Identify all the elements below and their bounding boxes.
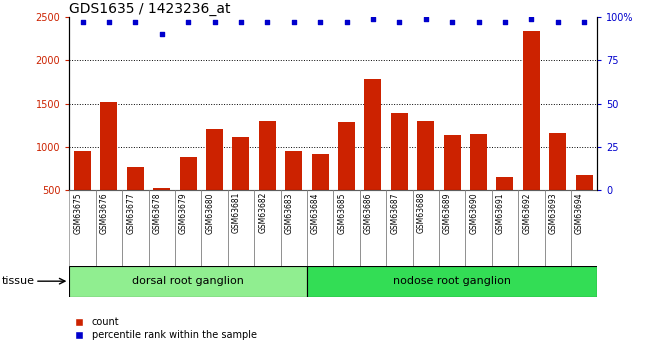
Bar: [307, 190, 333, 266]
Text: GSM63690: GSM63690: [469, 192, 478, 234]
Bar: [417, 121, 434, 233]
Legend: count, percentile rank within the sample: count, percentile rank within the sample: [74, 317, 257, 340]
Text: GSM63677: GSM63677: [126, 192, 135, 234]
Text: GSM63685: GSM63685: [337, 192, 346, 234]
Bar: [470, 134, 487, 233]
Bar: [228, 190, 254, 266]
Bar: [280, 190, 307, 266]
Text: GDS1635 / 1423236_at: GDS1635 / 1423236_at: [69, 2, 231, 16]
Bar: [69, 266, 307, 297]
Text: GSM63684: GSM63684: [311, 192, 320, 234]
Bar: [523, 31, 540, 233]
Text: tissue: tissue: [2, 276, 35, 286]
Text: GSM63679: GSM63679: [179, 192, 188, 234]
Point: [368, 16, 378, 22]
Point: [341, 20, 352, 25]
Point: [315, 20, 325, 25]
Text: GSM63686: GSM63686: [364, 192, 373, 234]
Text: GSM63683: GSM63683: [284, 192, 294, 234]
Bar: [69, 190, 96, 266]
Bar: [148, 190, 175, 266]
Text: GSM63692: GSM63692: [522, 192, 531, 234]
Bar: [259, 121, 276, 233]
Text: GSM63675: GSM63675: [73, 192, 82, 234]
Point: [579, 20, 589, 25]
Bar: [175, 190, 201, 266]
Point: [183, 20, 193, 25]
Bar: [127, 167, 144, 233]
Bar: [100, 102, 117, 233]
Bar: [386, 190, 412, 266]
Bar: [492, 190, 518, 266]
Bar: [333, 190, 360, 266]
Bar: [549, 133, 566, 233]
Text: GSM63687: GSM63687: [390, 192, 399, 234]
Text: GSM63680: GSM63680: [205, 192, 214, 234]
Bar: [285, 151, 302, 233]
Text: GSM63678: GSM63678: [152, 192, 162, 234]
Text: dorsal root ganglion: dorsal root ganglion: [132, 276, 244, 286]
Bar: [439, 190, 465, 266]
Bar: [576, 175, 593, 233]
Bar: [307, 266, 597, 297]
Text: GSM63693: GSM63693: [548, 192, 558, 234]
Bar: [312, 155, 329, 233]
Bar: [518, 190, 544, 266]
Point: [473, 20, 484, 25]
Text: GSM63682: GSM63682: [258, 192, 267, 234]
Point: [552, 20, 563, 25]
Point: [156, 32, 167, 37]
Bar: [412, 190, 439, 266]
Bar: [74, 151, 91, 233]
Bar: [544, 190, 571, 266]
Point: [526, 16, 537, 22]
Point: [104, 20, 114, 25]
Text: GSM63691: GSM63691: [496, 192, 505, 234]
Point: [500, 20, 510, 25]
Bar: [232, 137, 249, 233]
Bar: [364, 79, 381, 233]
Bar: [180, 157, 197, 233]
Bar: [571, 190, 597, 266]
Point: [447, 20, 457, 25]
Bar: [391, 113, 408, 233]
Bar: [201, 190, 228, 266]
Bar: [122, 190, 148, 266]
Point: [77, 20, 88, 25]
Text: GSM63689: GSM63689: [443, 192, 452, 234]
Point: [420, 16, 431, 22]
Point: [130, 20, 141, 25]
Text: GSM63688: GSM63688: [416, 192, 426, 234]
Text: GSM63694: GSM63694: [575, 192, 584, 234]
Point: [236, 20, 246, 25]
Bar: [360, 190, 386, 266]
Point: [288, 20, 299, 25]
Point: [209, 20, 220, 25]
Text: GSM63681: GSM63681: [232, 192, 241, 234]
Bar: [96, 190, 122, 266]
Bar: [465, 190, 492, 266]
Bar: [254, 190, 280, 266]
Bar: [153, 188, 170, 233]
Text: nodose root ganglion: nodose root ganglion: [393, 276, 511, 286]
Bar: [206, 129, 223, 233]
Bar: [444, 135, 461, 233]
Bar: [496, 177, 513, 233]
Text: GSM63676: GSM63676: [100, 192, 109, 234]
Bar: [338, 122, 355, 233]
Point: [394, 20, 405, 25]
Point: [262, 20, 273, 25]
